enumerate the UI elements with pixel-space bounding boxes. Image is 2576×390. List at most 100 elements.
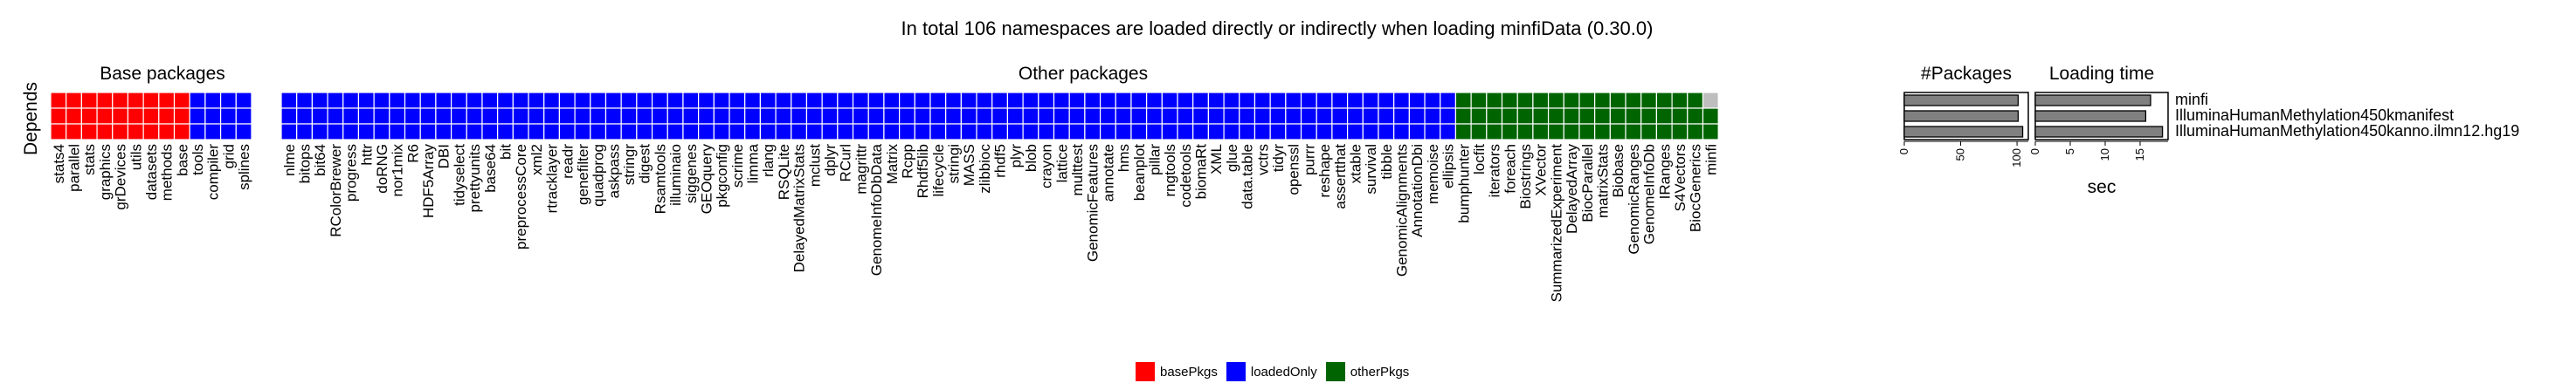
cell-other-geoquery-0 (698, 92, 715, 109)
package-label-graphics: graphics (97, 144, 114, 200)
package-label-limma: limma (745, 143, 762, 183)
cell-base-base-1 (173, 107, 190, 125)
cell-other-rhdf5-2 (991, 123, 1009, 140)
package-label-beanplot: beanplot (1131, 144, 1148, 202)
cell-other-limma-1 (744, 107, 761, 125)
cell-other-iranges-0 (1655, 92, 1673, 109)
cell-other-purrr-2 (1300, 123, 1317, 140)
cell-other-purrr-1 (1300, 107, 1317, 125)
cell-other-beanplot-2 (1130, 123, 1148, 140)
package-label-hms: hms (1115, 144, 1132, 172)
cell-base-tools-2 (189, 123, 206, 140)
cell-other-assertthat-1 (1331, 107, 1349, 125)
cell-other-rhdf5lib-1 (914, 107, 931, 125)
cell-other-vctrs-1 (1253, 107, 1271, 125)
cell-other-genomeinfodbdata-0 (867, 92, 885, 109)
cell-other-biocparallel-1 (1578, 107, 1596, 125)
n-packages-tick-label-50: 50 (1954, 148, 1967, 161)
cell-other-genomicranges-2 (1625, 123, 1642, 140)
package-label-r6: R6 (404, 144, 421, 163)
cell-other-xml2-1 (528, 107, 545, 125)
cell-other-delayedarray-1 (1563, 107, 1580, 125)
package-label-geoquery: GEOquery (698, 144, 715, 215)
package-label-data-table: data.table (1240, 144, 1256, 209)
package-label-biostrings: Biostrings (1517, 144, 1534, 209)
package-label-annotationdbi: AnnotationDbi (1409, 144, 1426, 237)
cell-other-data-table-2 (1239, 123, 1256, 140)
cell-other-tibble-2 (1378, 123, 1395, 140)
cell-other-rhdf5lib-2 (914, 123, 931, 140)
cell-base-methods-2 (158, 123, 176, 140)
cell-other-readr-1 (558, 107, 576, 125)
loading-time-panel-title: Loading time (2049, 64, 2154, 84)
cell-other-geoquery-1 (698, 107, 715, 125)
package-label-digest: digest (637, 144, 653, 184)
n-packages-bar-1 (1903, 110, 2020, 122)
package-label-mclust: mclust (806, 144, 823, 187)
cell-base-graphics-2 (96, 123, 114, 140)
package-label-hdf5array: HDF5Array (420, 144, 437, 219)
cell-other-codetools-2 (1177, 123, 1194, 140)
cell-other-rcpp-1 (898, 107, 915, 125)
cell-other-blob-2 (1022, 123, 1039, 140)
cell-other-askpass-0 (604, 92, 622, 109)
cell-other-rhdf5-1 (991, 107, 1009, 125)
loading-time-tick-label-15: 15 (2133, 148, 2146, 161)
package-label-tidyr: tidyr (1270, 144, 1287, 172)
package-label-stats: stats (81, 144, 98, 175)
cell-base-stats-1 (80, 107, 98, 125)
cell-other-plyr-2 (1006, 123, 1024, 140)
cell-other-summarizedexperiment-2 (1547, 123, 1564, 140)
package-label-rlang: rlang (760, 144, 777, 177)
cell-other-nlme-2 (280, 123, 298, 140)
cell-other-mclust-2 (805, 123, 823, 140)
cell-base-grid-1 (219, 107, 237, 125)
package-label-matrixstats: matrixStats (1594, 144, 1611, 218)
cell-other-tidyselect-1 (450, 107, 467, 125)
package-label-rsqlite: RSQLite (776, 144, 792, 200)
cell-other-rngtools-1 (1161, 107, 1178, 125)
n-packages-panel: #Packages 0 50 100 (1897, 64, 2029, 168)
cell-other-magrittr-0 (852, 92, 869, 109)
cell-other-foreach-0 (1501, 92, 1518, 109)
package-label-scrime: scrime (729, 144, 746, 188)
cell-other-crayon-2 (1038, 123, 1055, 140)
cell-base-utils-2 (127, 123, 144, 140)
cell-other-biobase-1 (1609, 107, 1626, 125)
cell-other-summarizedexperiment-1 (1547, 107, 1564, 125)
cell-other-xml-1 (1207, 107, 1225, 125)
cell-other-bitops-2 (296, 123, 313, 140)
cell-other-lattice-1 (1053, 107, 1070, 125)
cell-other-mass-2 (960, 123, 977, 140)
loading-time-axis-label: sec (2088, 177, 2117, 197)
package-label-progress: progress (343, 144, 360, 202)
loading-time-tick-label-5: 5 (2063, 148, 2076, 154)
cell-other-pillar-1 (1146, 107, 1163, 125)
package-label-grid: grid (220, 144, 237, 168)
cell-other-xvector-2 (1532, 123, 1550, 140)
cell-other-dorng-2 (373, 123, 390, 140)
package-label-memoise: memoise (1425, 144, 1441, 204)
cell-other-illuminaio-0 (666, 92, 684, 109)
n-packages-bar-2 (1903, 126, 2024, 138)
cell-other-siggenes-2 (682, 123, 700, 140)
cell-other-purrr-0 (1300, 92, 1317, 109)
cell-other-pillar-2 (1146, 123, 1163, 140)
cell-other-genomeinfodb-0 (1640, 92, 1658, 109)
cell-other-digest-0 (636, 92, 653, 109)
cell-other-bumphunter-1 (1454, 107, 1472, 125)
package-label-codetools: codetools (1178, 144, 1194, 208)
cell-other-hdf5array-2 (419, 123, 437, 140)
cell-other-rsamtools-0 (651, 92, 668, 109)
cell-other-matrixstats-1 (1594, 107, 1611, 125)
cell-other-delayedmatrixstats-2 (791, 123, 808, 140)
cell-base-grdevices-0 (112, 92, 129, 109)
cell-other-vctrs-0 (1253, 92, 1271, 109)
cell-other-delayedarray-0 (1563, 92, 1580, 109)
cell-other-rlang-0 (759, 92, 777, 109)
package-label-rhdf5lib: Rhdf5lib (915, 144, 931, 198)
cell-other-iterators-2 (1486, 123, 1503, 140)
cell-other-rsqlite-0 (775, 92, 792, 109)
package-label-tools: tools (190, 144, 206, 175)
package-label-mass: MASS (961, 144, 977, 186)
